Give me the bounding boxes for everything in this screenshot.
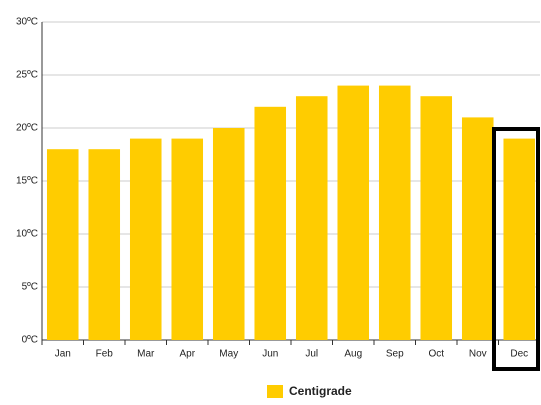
- x-tick-label: Apr: [179, 349, 195, 360]
- bar: [254, 106, 287, 340]
- x-tick-label: Mar: [137, 349, 155, 360]
- y-tick-label: 0ºC: [22, 335, 38, 346]
- y-tick-label: 5ºC: [22, 282, 38, 293]
- bar: [171, 138, 204, 340]
- bar: [295, 96, 328, 340]
- x-tick-label: Oct: [428, 349, 444, 360]
- bar: [212, 128, 245, 340]
- x-tick-label: Nov: [469, 349, 487, 360]
- legend-swatch: [267, 385, 283, 398]
- x-tick-label: May: [219, 349, 238, 360]
- x-tick-label: Aug: [344, 349, 362, 360]
- y-tick-label: 20ºC: [16, 123, 38, 134]
- x-tick-label: Jun: [262, 349, 278, 360]
- x-tick-label: Dec: [510, 349, 528, 360]
- bar: [129, 138, 162, 340]
- y-tick-label: 15ºC: [16, 176, 38, 187]
- bar: [461, 117, 494, 341]
- x-tick-label: Feb: [96, 349, 114, 360]
- y-tick-label: 30ºC: [16, 17, 38, 28]
- x-tick-label: Jan: [55, 349, 71, 360]
- bar: [378, 85, 411, 340]
- legend-label: Centigrade: [289, 384, 352, 398]
- x-tick-label: Sep: [386, 349, 404, 360]
- y-tick-label: 25ºC: [16, 70, 38, 81]
- bar: [420, 96, 453, 340]
- bar: [503, 138, 536, 340]
- bar: [337, 85, 370, 340]
- bar: [46, 149, 79, 340]
- y-tick-label: 10ºC: [16, 229, 38, 240]
- highlight-box: [492, 127, 540, 371]
- x-tick-label: Jul: [305, 349, 318, 360]
- bar: [88, 149, 121, 340]
